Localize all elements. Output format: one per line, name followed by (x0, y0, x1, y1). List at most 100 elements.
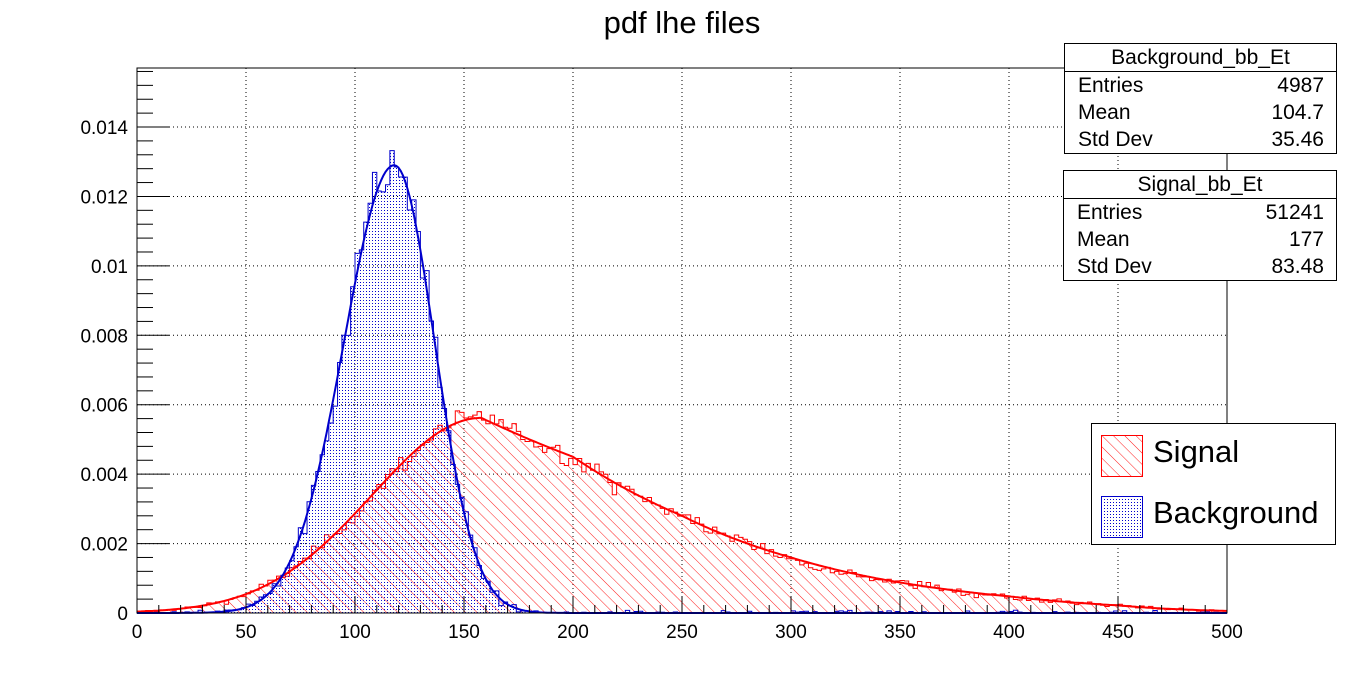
signal-bin (241, 596, 246, 613)
signal-bin (1052, 599, 1057, 613)
signal-bin (559, 463, 565, 613)
signal-bin (817, 570, 822, 613)
signal-bin (1126, 605, 1132, 613)
signal-bin (206, 602, 212, 613)
signal-bin (516, 431, 521, 613)
background-bin (337, 362, 342, 613)
background-bin (791, 610, 796, 613)
signal-bin (708, 533, 713, 613)
signal-bin (856, 576, 861, 613)
signal-bin (895, 580, 900, 613)
signal-bin (956, 589, 962, 613)
legend-label-background: Background (1153, 495, 1319, 530)
signal-bin (808, 567, 813, 613)
background-bin (254, 601, 260, 613)
stats-value: 4987 (1277, 74, 1324, 97)
background-bin (232, 609, 238, 613)
legend-label-signal: Signal (1153, 434, 1240, 469)
background-bin (437, 387, 443, 613)
x-tick-label: 400 (993, 622, 1025, 643)
y-tick-label: 0.012 (80, 187, 128, 208)
signal-bin (716, 533, 722, 613)
background-bin (1122, 610, 1127, 613)
background-bin (372, 172, 377, 613)
signal-bin (655, 504, 661, 613)
stats-label: Mean (1078, 101, 1131, 124)
signal-bin (503, 427, 508, 613)
signal-fit-curve (136, 416, 1227, 613)
signal-bin (1022, 596, 1027, 613)
stats-value: 51241 (1265, 201, 1324, 224)
background-bin (298, 527, 303, 613)
background-bin (464, 511, 469, 613)
signal-bin (926, 582, 931, 613)
background-bin (315, 471, 321, 613)
signal-bin (1035, 598, 1040, 613)
signal-bin (590, 470, 595, 613)
signal-bin (882, 582, 887, 613)
background-bin (333, 406, 338, 613)
x-tick-label: 50 (235, 622, 256, 643)
signal-bin (638, 496, 643, 613)
signal-bin (250, 590, 255, 613)
background-bin (450, 464, 456, 613)
signal-bin (228, 599, 233, 613)
signal-bin (202, 605, 207, 613)
signal-bin (481, 420, 486, 613)
signal-bin (1170, 608, 1175, 613)
signal-bin (1161, 608, 1166, 613)
signal-bin (1122, 606, 1127, 613)
stats-label: Std Dev (1077, 255, 1152, 278)
background-bin (289, 560, 294, 613)
background-bin (468, 535, 473, 613)
signal-bin (869, 580, 874, 613)
background-bin (490, 592, 495, 613)
signal-bin (472, 415, 478, 613)
signal-bin (987, 595, 992, 613)
signal-bin (812, 569, 818, 613)
signal-bin (525, 441, 530, 613)
signal-bin (782, 554, 787, 613)
signal-bin (756, 547, 761, 613)
background-bin (302, 533, 308, 613)
stats-row-stddev: Std Dev 83.48 (1064, 253, 1336, 280)
background-bin (429, 321, 434, 613)
signal-bin (913, 588, 918, 613)
background-bin (341, 335, 347, 613)
signal-bin (184, 607, 190, 613)
signal-bin (568, 458, 573, 613)
signal-bin (647, 497, 652, 613)
background-bin (446, 430, 451, 613)
signal-bin (1056, 598, 1062, 613)
signal-bin (1213, 610, 1219, 613)
signal-bin (860, 576, 866, 613)
signal-bin (1048, 602, 1053, 613)
signal-bin (211, 603, 216, 613)
y-tick-label: 0.014 (80, 118, 128, 139)
signal-bin (1183, 609, 1188, 613)
signal-bin (995, 595, 1001, 613)
signal-bin (934, 585, 940, 613)
background-bin (442, 408, 447, 613)
signal-bin (1039, 602, 1044, 613)
signal-bin (686, 514, 691, 613)
background-bin (263, 594, 268, 613)
signal-bin (677, 516, 682, 613)
signal-bin (939, 590, 944, 613)
background-bin (838, 610, 844, 613)
signal-bin (620, 487, 626, 613)
x-tick-label: 450 (1102, 622, 1134, 643)
y-tick-label: 0.006 (80, 396, 128, 417)
signal-bin (917, 581, 922, 613)
legend-swatch-signal (1101, 435, 1143, 477)
signal-bin (830, 572, 835, 613)
signal-bin (219, 601, 225, 613)
background-bin (1152, 610, 1158, 613)
stats-row-entries: Entries 51241 (1064, 199, 1336, 226)
background-bin (416, 231, 421, 614)
signal-bin (773, 556, 778, 613)
legend-entry-background: Background (1092, 489, 1335, 539)
stats-value: 83.48 (1271, 255, 1324, 278)
signal-bin (1030, 599, 1036, 613)
background-bin (507, 605, 512, 613)
